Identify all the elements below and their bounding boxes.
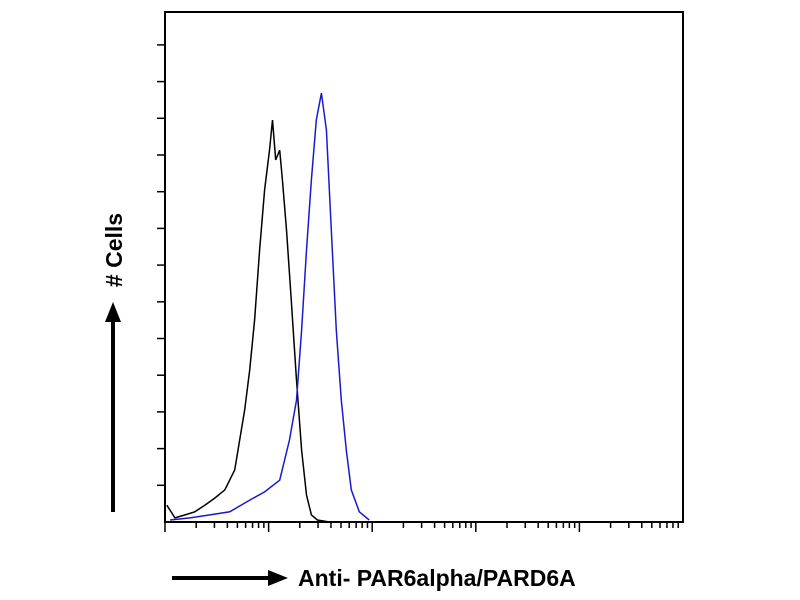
x-arrow-head — [268, 570, 288, 586]
plot-frame — [164, 11, 684, 523]
series-group — [166, 92, 370, 523]
histogram-line — [166, 120, 330, 523]
y-axis-label: # Cells — [101, 213, 127, 287]
histogram-line — [170, 92, 370, 521]
x-axis-label: Anti- PAR6alpha/PARD6A — [298, 565, 576, 591]
axis-ticks — [157, 44, 680, 532]
y-arrow-head — [105, 302, 121, 322]
